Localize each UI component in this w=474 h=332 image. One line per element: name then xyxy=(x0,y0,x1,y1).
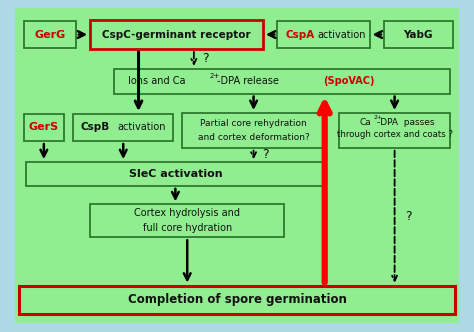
FancyBboxPatch shape xyxy=(182,113,325,148)
Text: -DPA  passes: -DPA passes xyxy=(377,118,435,126)
Text: ?: ? xyxy=(406,210,412,223)
Text: GerG: GerG xyxy=(34,30,65,40)
FancyBboxPatch shape xyxy=(90,20,263,49)
FancyBboxPatch shape xyxy=(24,114,64,141)
Text: GerS: GerS xyxy=(29,123,59,132)
FancyBboxPatch shape xyxy=(384,21,453,48)
Text: full core hydration: full core hydration xyxy=(143,223,232,233)
Text: -DPA release: -DPA release xyxy=(217,76,285,86)
Text: CspA: CspA xyxy=(285,30,315,40)
Text: activation: activation xyxy=(117,123,165,132)
Text: Ca: Ca xyxy=(359,118,371,126)
FancyBboxPatch shape xyxy=(90,204,284,237)
FancyBboxPatch shape xyxy=(19,286,455,314)
Text: and cortex deformation?: and cortex deformation? xyxy=(198,133,310,142)
FancyBboxPatch shape xyxy=(73,114,173,141)
Text: CspC-germinant receptor: CspC-germinant receptor xyxy=(102,30,251,40)
FancyBboxPatch shape xyxy=(26,162,325,186)
Text: Cortex hydrolysis and: Cortex hydrolysis and xyxy=(134,208,240,218)
Text: Partial core rehydration: Partial core rehydration xyxy=(200,119,307,127)
Text: YabG: YabG xyxy=(403,30,433,40)
Text: ?: ? xyxy=(202,52,209,65)
FancyBboxPatch shape xyxy=(24,21,76,48)
Text: (SpoVAC): (SpoVAC) xyxy=(323,76,374,86)
FancyBboxPatch shape xyxy=(339,113,450,148)
Text: Completion of spore germination: Completion of spore germination xyxy=(128,293,346,306)
Text: Ions and Ca: Ions and Ca xyxy=(128,76,185,86)
FancyBboxPatch shape xyxy=(277,21,370,48)
Text: SleC activation: SleC activation xyxy=(128,169,222,179)
Text: CspB: CspB xyxy=(81,123,110,132)
FancyBboxPatch shape xyxy=(14,7,460,324)
Text: 2+: 2+ xyxy=(373,115,383,120)
FancyBboxPatch shape xyxy=(114,69,450,94)
Text: through cortex and coats ?: through cortex and coats ? xyxy=(337,130,453,139)
Text: activation: activation xyxy=(317,30,365,40)
Text: ?: ? xyxy=(262,148,269,161)
Text: 2+: 2+ xyxy=(209,73,219,79)
